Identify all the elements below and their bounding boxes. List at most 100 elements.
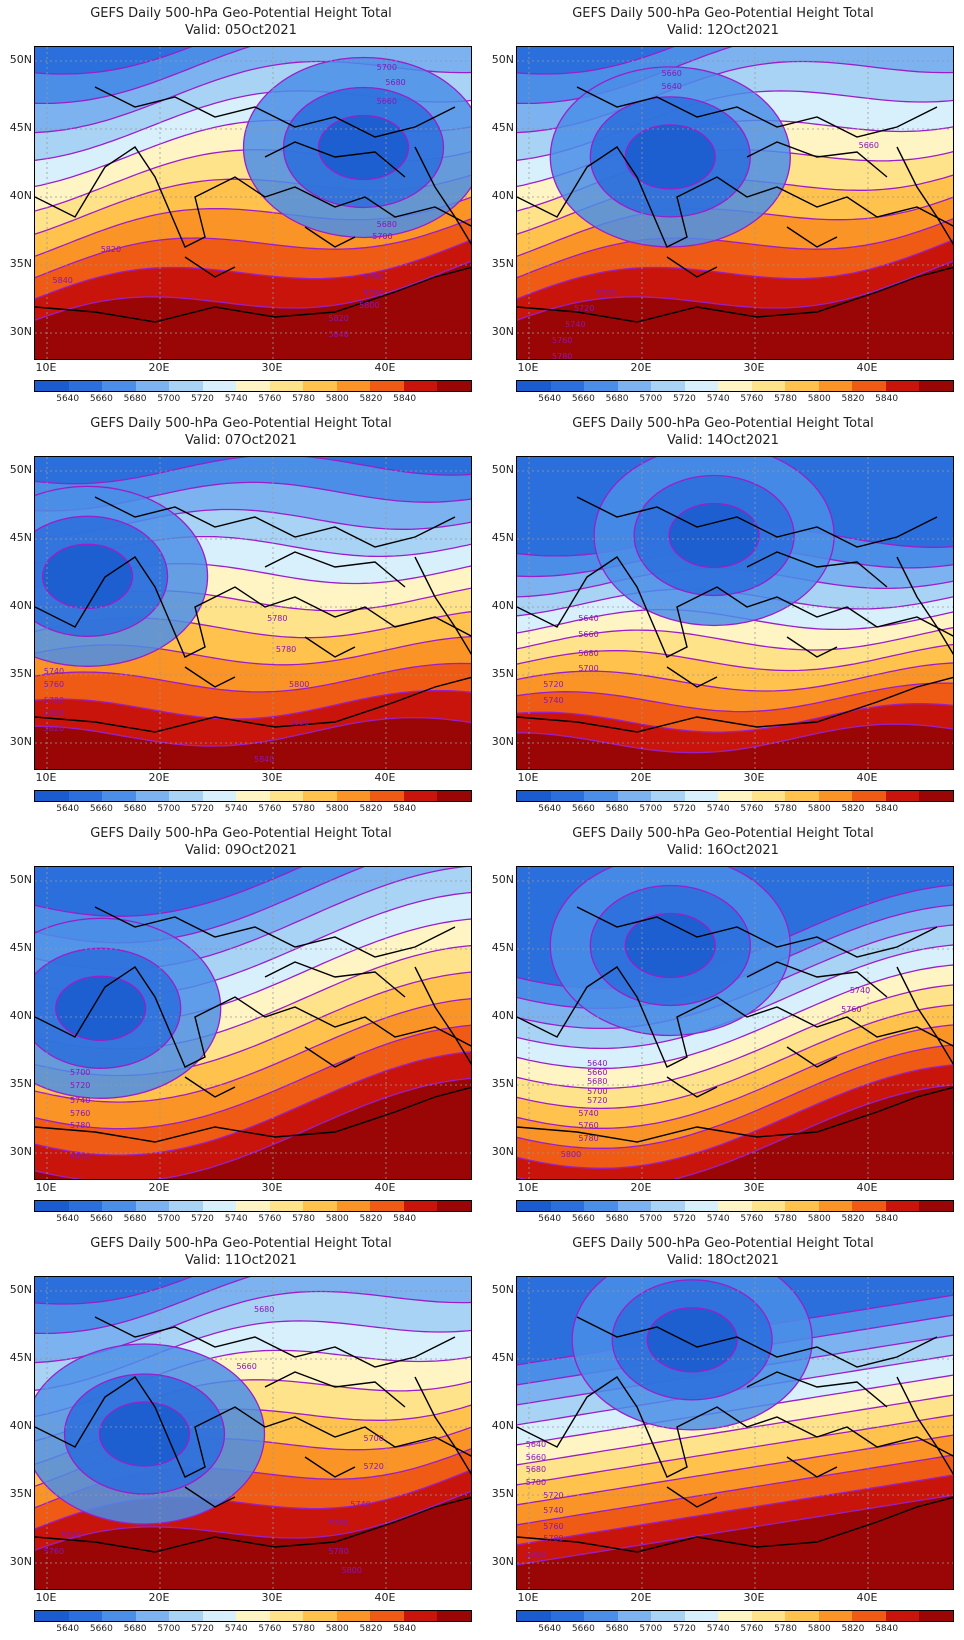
- colorbar-segment: [437, 1201, 471, 1211]
- colorbar-segment: [35, 381, 69, 391]
- latitude-tick-label: 40N: [9, 599, 32, 612]
- colorbar-label: 5660: [571, 1214, 595, 1224]
- colorbar-segment: [437, 1611, 471, 1621]
- colorbar-segment: [403, 1201, 438, 1211]
- contour-value-label: 5780: [552, 351, 573, 360]
- colorbar-label: 5740: [224, 1214, 248, 1224]
- longitude-tick-label: 30E: [743, 1181, 765, 1194]
- panel-valid-date: Valid: 05Oct2021: [185, 23, 297, 38]
- latitude-tick-label: 40N: [9, 1419, 32, 1432]
- coastline-borders: [35, 86, 471, 323]
- colorbar-segment: [202, 791, 237, 801]
- colorbar-segment: [651, 791, 685, 801]
- colorbar-segment: [236, 1611, 270, 1621]
- latitude-tick-label: 50N: [491, 1283, 514, 1296]
- longitude-tick-label: 40E: [856, 1181, 878, 1194]
- colorbar-segment: [269, 1611, 304, 1621]
- colorbar-label: 5640: [538, 804, 562, 814]
- colorbar-segment: [852, 791, 886, 801]
- colorbar-segment: [135, 1201, 170, 1211]
- colorbar-label: 5760: [258, 1214, 282, 1224]
- contour-value-label: 5800: [43, 708, 65, 718]
- contour-line: [35, 47, 251, 105]
- contour-value-label: 5740: [43, 667, 65, 677]
- coastline-borders: [517, 906, 953, 1143]
- latitude-tick-label: 30N: [491, 1555, 514, 1568]
- contour-value-label: 5820: [70, 1152, 91, 1162]
- colorbar-segment: [919, 381, 953, 391]
- contour-value-label: 5800: [359, 301, 380, 311]
- contour-line: [35, 1277, 251, 1335]
- colorbar-segment: [684, 381, 719, 391]
- colorbar-label: 5720: [191, 804, 214, 814]
- colorbar-segment: [202, 1611, 237, 1621]
- colorbar-segment: [885, 1201, 920, 1211]
- colorbar-segment: [718, 1611, 752, 1621]
- longitude-tick-label: 40E: [856, 361, 878, 374]
- contour-fill-band: [35, 1491, 471, 1589]
- colorbar-label: 5760: [740, 804, 764, 814]
- colorbar-label: 5640: [56, 1624, 80, 1634]
- colorbar-segment: [102, 1611, 136, 1621]
- latitude-tick-label: 50N: [9, 873, 32, 886]
- contour-line: [35, 1077, 471, 1179]
- colorbar-label: 5740: [706, 1214, 730, 1224]
- colorbar-label: 5700: [157, 1214, 181, 1224]
- contour-line: [517, 1414, 953, 1486]
- latitude-tick-label: 50N: [491, 53, 514, 66]
- latitude-tick-label: 35N: [491, 1487, 514, 1500]
- colorbar-label: 5640: [56, 1214, 80, 1224]
- contour-line: [517, 702, 953, 733]
- colorbar-segment: [919, 1201, 953, 1211]
- colorbar-segment: [617, 1611, 652, 1621]
- colorbar-segment: [617, 381, 652, 391]
- latitude-tick-label: 50N: [9, 1283, 32, 1296]
- colorbar-label: 5700: [157, 394, 181, 404]
- contour-value-label: 5780: [267, 614, 288, 623]
- contour-value-label: 5820: [328, 313, 349, 323]
- contour-value-label: 5740: [543, 695, 564, 705]
- colorbar-label: 5820: [359, 394, 383, 404]
- colorbar-segment: [751, 1201, 786, 1211]
- contour-value-label: 5660: [376, 97, 397, 107]
- latitude-tick-label: 40N: [9, 1009, 32, 1022]
- colorbar-label: 5780: [774, 1624, 797, 1634]
- contour-value-label: 5840: [254, 755, 275, 765]
- colorbar-label: 5700: [639, 1214, 663, 1224]
- colorbar-segment: [885, 791, 920, 801]
- colorbar-label: 5840: [875, 1214, 899, 1224]
- contour-value-label: 5760: [328, 1518, 349, 1528]
- latitude-tick-label: 45N: [491, 531, 514, 544]
- colorbar-segment: [818, 1611, 853, 1621]
- colorbar-label: 5680: [605, 1214, 629, 1224]
- colorbar-segment: [517, 791, 551, 801]
- contour-value-label: 5720: [573, 304, 595, 314]
- contour-value-label: 5680: [587, 1077, 608, 1087]
- colorbar-segment: [517, 1611, 551, 1621]
- panel-title: GEFS Daily 500-hPa Geo-Potential Height …: [90, 826, 392, 841]
- colorbar-segment: [885, 1611, 920, 1621]
- colorbar: [34, 380, 472, 392]
- latitude-tick-label: 40N: [491, 1009, 514, 1022]
- contour-value-label: 5760: [363, 273, 384, 283]
- map-panel: GEFS Daily 500-hPa Geo-Potential Height …: [482, 1230, 964, 1640]
- colorbar-label: 5760: [740, 394, 764, 404]
- colorbar-label: 5700: [157, 1624, 181, 1634]
- contour-value-label: 5820: [100, 244, 122, 254]
- latitude-tick-label: 40N: [491, 599, 514, 612]
- colorbar-segment: [403, 791, 438, 801]
- colorbar-segment: [919, 1611, 953, 1621]
- colorbar-segment: [584, 1201, 618, 1211]
- contour-value-label: 5640: [578, 614, 599, 623]
- colorbar-label: 5820: [359, 1624, 383, 1634]
- colorbar-label: 5720: [191, 1624, 214, 1634]
- contour-value-label: 5660: [661, 68, 682, 78]
- contour-value-label: 5800: [560, 1149, 582, 1159]
- contour-line: [35, 239, 471, 300]
- colorbar-label: 5680: [123, 1214, 147, 1224]
- latitude-tick-label: 30N: [491, 325, 514, 338]
- panel-valid-date: Valid: 18Oct2021: [667, 1253, 779, 1268]
- colorbar-segment: [550, 381, 585, 391]
- longitude-tick-label: 20E: [148, 1181, 170, 1194]
- colorbar-segment: [852, 1201, 886, 1211]
